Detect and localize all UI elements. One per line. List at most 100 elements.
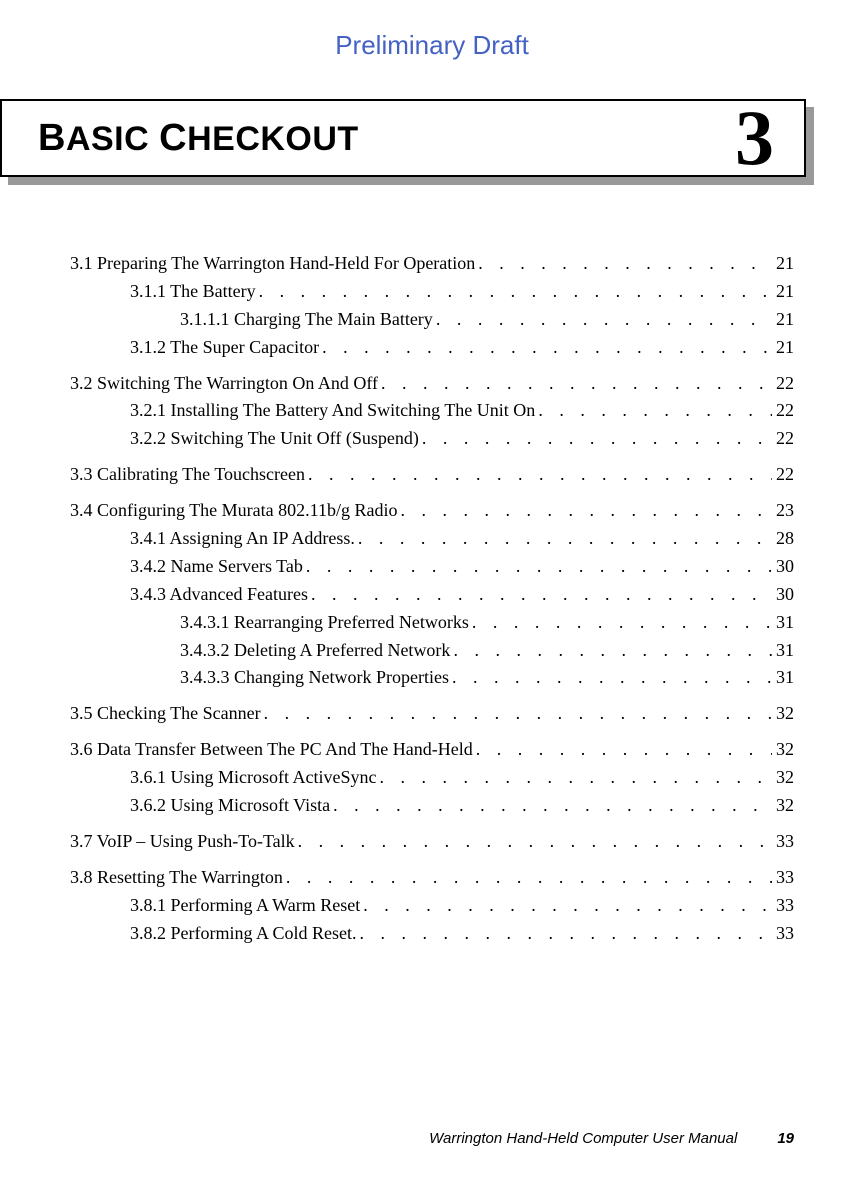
toc-entry: 3.6.2 Using Microsoft Vista . . . . . . … (70, 792, 794, 820)
toc-leader-dots: . . . . . . . . . . . . . . . . . . . . … (419, 425, 772, 453)
chapter-title: BASIC CHECKOUT (38, 117, 359, 160)
toc-leader-dots: . . . . . . . . . . . . . . . . . . . . … (295, 828, 772, 856)
toc-label: 3.2.1 Installing The Battery And Switchi… (130, 397, 535, 425)
toc-label: 3.8.1 Performing A Warm Reset (130, 892, 360, 920)
toc-label: 3.4.1 Assigning An IP Address. (130, 525, 355, 553)
toc-page: 31 (772, 664, 794, 692)
toc-page: 33 (772, 828, 794, 856)
toc-leader-dots: . . . . . . . . . . . . . . . . . . . . … (256, 278, 772, 306)
toc-label: 3.1.1.1 Charging The Main Battery (180, 306, 433, 334)
toc-page: 30 (772, 581, 794, 609)
toc-page: 21 (772, 334, 794, 362)
toc-entry: 3.2.1 Installing The Battery And Switchi… (70, 397, 794, 425)
toc-label: 3.2 Switching The Warrington On And Off (70, 370, 378, 398)
toc-entry: 3.1.1.1 Charging The Main Battery . . . … (70, 306, 794, 334)
toc-label: 3.3 Calibrating The Touchscreen (70, 461, 305, 489)
toc-label: 3.4.3.3 Changing Network Properties (180, 664, 449, 692)
toc-entry: 3.6.1 Using Microsoft ActiveSync . . . .… (70, 764, 794, 792)
toc-page: 30 (772, 553, 794, 581)
toc-leader-dots: . . . . . . . . . . . . . . . . . . . . … (360, 892, 772, 920)
toc-page: 21 (772, 250, 794, 278)
toc-label: 3.1.2 The Super Capacitor (130, 334, 319, 362)
toc-leader-dots: . . . . . . . . . . . . . . . . . . . . … (319, 334, 772, 362)
toc-leader-dots: . . . . . . . . . . . . . . . . . . . . … (303, 553, 772, 581)
toc-entry: 3.4.3 Advanced Features . . . . . . . . … (70, 581, 794, 609)
toc-entry: 3.6 Data Transfer Between The PC And The… (70, 736, 794, 764)
toc-entry: 3.4.2 Name Servers Tab . . . . . . . . .… (70, 553, 794, 581)
toc-label: 3.4 Configuring The Murata 802.11b/g Rad… (70, 497, 397, 525)
toc-entry: 3.4.1 Assigning An IP Address. . . . . .… (70, 525, 794, 553)
toc-page: 33 (772, 864, 794, 892)
toc-leader-dots: . . . . . . . . . . . . . . . . . . . . … (450, 637, 772, 665)
toc-label: 3.2.2 Switching The Unit Off (Suspend) (130, 425, 419, 453)
toc-entry: 3.2.2 Switching The Unit Off (Suspend) .… (70, 425, 794, 453)
toc-page: 21 (772, 278, 794, 306)
toc-entry: 3.1 Preparing The Warrington Hand-Held F… (70, 250, 794, 278)
toc-page: 31 (772, 637, 794, 665)
toc-entry: 3.5 Checking The Scanner . . . . . . . .… (70, 700, 794, 728)
toc-leader-dots: . . . . . . . . . . . . . . . . . . . . … (308, 581, 772, 609)
chapter-box-front: BASIC CHECKOUT 3 (0, 99, 806, 177)
toc-page: 32 (772, 764, 794, 792)
toc-page: 22 (772, 370, 794, 398)
toc-label: 3.7 VoIP – Using Push-To-Talk (70, 828, 295, 856)
toc-entry: 3.1.2 The Super Capacitor . . . . . . . … (70, 334, 794, 362)
toc-leader-dots: . . . . . . . . . . . . . . . . . . . . … (433, 306, 772, 334)
toc-entry: 3.1.1 The Battery . . . . . . . . . . . … (70, 278, 794, 306)
toc-page: 33 (772, 920, 794, 948)
toc-page: 22 (772, 425, 794, 453)
toc-page: 28 (772, 525, 794, 553)
toc-page: 32 (772, 736, 794, 764)
toc-label: 3.1 Preparing The Warrington Hand-Held F… (70, 250, 475, 278)
toc-entry: 3.4.3.1 Rearranging Preferred Networks .… (70, 609, 794, 637)
toc-page: 23 (772, 497, 794, 525)
toc-label: 3.1.1 The Battery (130, 278, 256, 306)
toc-page: 31 (772, 609, 794, 637)
toc-page: 33 (772, 892, 794, 920)
toc-leader-dots: . . . . . . . . . . . . . . . . . . . . … (305, 461, 772, 489)
footer-manual-title: Warrington Hand-Held Computer User Manua… (429, 1130, 737, 1147)
toc-leader-dots: . . . . . . . . . . . . . . . . . . . . … (469, 609, 772, 637)
toc-label: 3.8 Resetting The Warrington (70, 864, 283, 892)
toc-entry: 3.8.2 Performing A Cold Reset. . . . . .… (70, 920, 794, 948)
toc-leader-dots: . . . . . . . . . . . . . . . . . . . . … (355, 525, 772, 553)
toc-leader-dots: . . . . . . . . . . . . . . . . . . . . … (330, 792, 772, 820)
toc-page: 32 (772, 792, 794, 820)
toc-page: 22 (772, 397, 794, 425)
toc-entry: 3.8.1 Performing A Warm Reset . . . . . … (70, 892, 794, 920)
toc-label: 3.5 Checking The Scanner (70, 700, 261, 728)
toc-page: 32 (772, 700, 794, 728)
toc-label: 3.6.2 Using Microsoft Vista (130, 792, 330, 820)
toc-label: 3.4.3.1 Rearranging Preferred Networks (180, 609, 469, 637)
toc-leader-dots: . . . . . . . . . . . . . . . . . . . . … (475, 250, 772, 278)
table-of-contents: 3.1 Preparing The Warrington Hand-Held F… (70, 250, 794, 947)
toc-leader-dots: . . . . . . . . . . . . . . . . . . . . … (535, 397, 772, 425)
toc-entry: 3.8 Resetting The Warrington . . . . . .… (70, 864, 794, 892)
toc-label: 3.4.3.2 Deleting A Preferred Network (180, 637, 450, 665)
toc-leader-dots: . . . . . . . . . . . . . . . . . . . . … (449, 664, 772, 692)
toc-label: 3.4.2 Name Servers Tab (130, 553, 303, 581)
chapter-title-box: BASIC CHECKOUT 3 (0, 99, 814, 185)
toc-entry: 3.7 VoIP – Using Push-To-Talk . . . . . … (70, 828, 794, 856)
footer-page-number: 19 (777, 1130, 794, 1147)
chapter-number: 3 (735, 99, 774, 177)
toc-page: 21 (772, 306, 794, 334)
page-footer: Warrington Hand-Held Computer User Manua… (70, 1130, 794, 1147)
toc-entry: 3.4 Configuring The Murata 802.11b/g Rad… (70, 497, 794, 525)
toc-label: 3.6 Data Transfer Between The PC And The… (70, 736, 473, 764)
toc-label: 3.4.3 Advanced Features (130, 581, 308, 609)
toc-label: 3.6.1 Using Microsoft ActiveSync (130, 764, 376, 792)
toc-leader-dots: . . . . . . . . . . . . . . . . . . . . … (283, 864, 772, 892)
toc-leader-dots: . . . . . . . . . . . . . . . . . . . . … (473, 736, 772, 764)
toc-leader-dots: . . . . . . . . . . . . . . . . . . . . … (376, 764, 772, 792)
toc-leader-dots: . . . . . . . . . . . . . . . . . . . . … (261, 700, 772, 728)
toc-entry: 3.2 Switching The Warrington On And Off … (70, 370, 794, 398)
toc-label: 3.8.2 Performing A Cold Reset. (130, 920, 357, 948)
draft-header: Preliminary Draft (70, 30, 794, 61)
toc-entry: 3.4.3.3 Changing Network Properties . . … (70, 664, 794, 692)
toc-leader-dots: . . . . . . . . . . . . . . . . . . . . … (378, 370, 772, 398)
toc-entry: 3.3 Calibrating The Touchscreen . . . . … (70, 461, 794, 489)
toc-leader-dots: . . . . . . . . . . . . . . . . . . . . … (357, 920, 773, 948)
toc-entry: 3.4.3.2 Deleting A Preferred Network . .… (70, 637, 794, 665)
toc-leader-dots: . . . . . . . . . . . . . . . . . . . . … (397, 497, 772, 525)
